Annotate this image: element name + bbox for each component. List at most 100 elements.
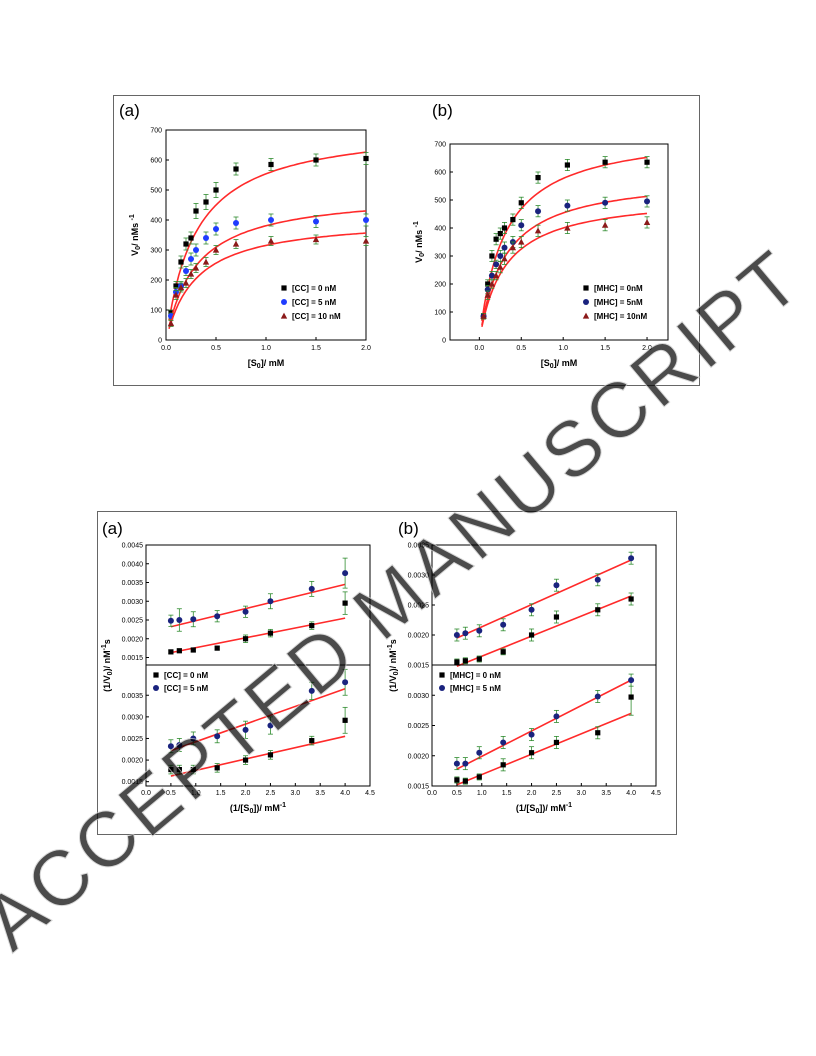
plot-frame	[145, 664, 371, 787]
data-point	[190, 647, 196, 653]
legend-label: [CC] = 10 nM	[292, 312, 341, 321]
data-point	[493, 236, 499, 242]
legend-marker	[583, 299, 589, 305]
data-point	[488, 280, 496, 287]
data-point	[182, 279, 190, 286]
y-tick-label: 600	[434, 170, 446, 177]
data-point	[176, 648, 182, 654]
x-axis-label: [S0]/ mM	[541, 358, 577, 370]
data-point	[564, 202, 571, 209]
data-point	[233, 166, 239, 172]
x-tick-label: 1.5	[502, 790, 512, 797]
y-tick-label: 100	[150, 308, 162, 315]
figure-lineweaver-burk: (a) 0.0015 0.0020 0.0025 0.0030 0.0035 0.0040 0…	[97, 511, 677, 835]
data-point	[462, 760, 469, 767]
x-tick-label: 2.5	[552, 790, 562, 797]
x-tick-label: 0.0	[427, 790, 437, 797]
data-point	[510, 217, 516, 223]
x-tick-label: 1.0	[261, 345, 271, 352]
legend-label: [CC] = 0 nM	[164, 671, 209, 680]
y-tick-label: 0	[442, 338, 446, 345]
data-point	[167, 617, 174, 624]
data-point	[168, 649, 174, 655]
x-tick-label: 0.5	[516, 345, 526, 352]
data-point	[309, 623, 315, 629]
x-tick-label: 4.0	[626, 790, 636, 797]
y-tick-label: 0.0015	[122, 655, 144, 662]
y-tick-label: 0.0030	[408, 693, 430, 700]
x-tick-label: 3.5	[601, 790, 611, 797]
data-point	[214, 613, 221, 620]
data-point	[518, 200, 524, 206]
data-point	[309, 738, 315, 744]
y-tick-label: 500	[150, 188, 162, 195]
data-point	[203, 235, 209, 241]
data-point	[628, 694, 634, 700]
data-point	[242, 636, 249, 642]
x-tick-label: 2.0	[642, 345, 652, 352]
x-tick-label: 0.5	[166, 790, 176, 797]
data-point	[214, 733, 221, 740]
y-tick-label: 0.0025	[408, 723, 430, 730]
x-tick-label: 2.0	[527, 790, 537, 797]
data-point	[214, 645, 220, 651]
data-point	[497, 263, 504, 270]
data-point	[454, 777, 460, 783]
y-tick-label: 400	[434, 226, 446, 233]
fit-line	[456, 559, 632, 639]
data-point	[168, 766, 174, 773]
data-point	[628, 555, 635, 562]
legend-label: [MHC] = 10nM	[594, 312, 647, 321]
panel-label: (a)	[102, 519, 123, 538]
legend-label: [MHC] = 5nM	[594, 298, 643, 307]
data-point	[564, 162, 570, 168]
data-point	[489, 253, 495, 259]
figure-michaelis-menten: (a) 0.0 0.5 1.0 1.5 2.0 0 100 200 300 400 500 600 700…	[113, 95, 700, 386]
y-tick-label: 300	[434, 254, 446, 261]
data-point	[476, 774, 482, 780]
x-axis-label: (1/[S0])/ mM-1	[516, 802, 572, 815]
figure-1-svg: (a) 0.0 0.5 1.0 1.5 2.0 0 100 200 300 400 500 600 700…	[119, 101, 669, 370]
data-point	[183, 241, 189, 247]
legend-marker	[281, 285, 287, 291]
y-tick-label: 0.0020	[408, 633, 430, 640]
data-point	[476, 749, 483, 756]
y-tick-label: 500	[434, 198, 446, 205]
data-point	[500, 649, 506, 655]
data-point	[528, 632, 535, 638]
data-point	[176, 741, 183, 748]
panel-a: (a) 0.0015 0.0020 0.0025 0.0030 0.0035 0.0040 0…	[101, 519, 375, 815]
data-point	[643, 219, 651, 225]
data-point	[528, 731, 535, 738]
data-point	[233, 220, 239, 226]
panel-label: (b)	[398, 519, 419, 538]
data-point	[594, 576, 601, 583]
data-point	[308, 687, 315, 694]
data-point	[476, 656, 482, 662]
x-tick-label: 2.0	[241, 790, 251, 797]
data-point	[528, 606, 535, 613]
y-tick-label: 0.0015	[408, 784, 430, 791]
x-tick-label: 3.0	[576, 790, 586, 797]
data-point	[454, 659, 460, 665]
data-point	[242, 757, 249, 763]
fit-line	[170, 583, 346, 628]
data-point	[187, 270, 195, 277]
data-point	[553, 614, 560, 620]
data-point	[535, 208, 542, 215]
data-point	[462, 658, 468, 664]
data-point	[500, 621, 507, 628]
fit-curve	[481, 156, 648, 322]
data-point	[214, 765, 220, 771]
data-point	[202, 258, 210, 265]
plot-frame	[431, 544, 657, 666]
y-axis-label: V0/ nMs -1	[413, 221, 426, 263]
panel-a: (a) 0.0 0.5 1.0 1.5 2.0 0 100 200 300 400 500 600 700…	[119, 101, 371, 370]
x-tick-label: 1.0	[558, 345, 568, 352]
data-point	[167, 743, 174, 750]
x-tick-label: 1.5	[216, 790, 226, 797]
legend-marker	[281, 299, 287, 305]
y-tick-label: 0.0025	[122, 618, 144, 625]
data-point	[173, 283, 179, 289]
data-point	[509, 244, 517, 251]
